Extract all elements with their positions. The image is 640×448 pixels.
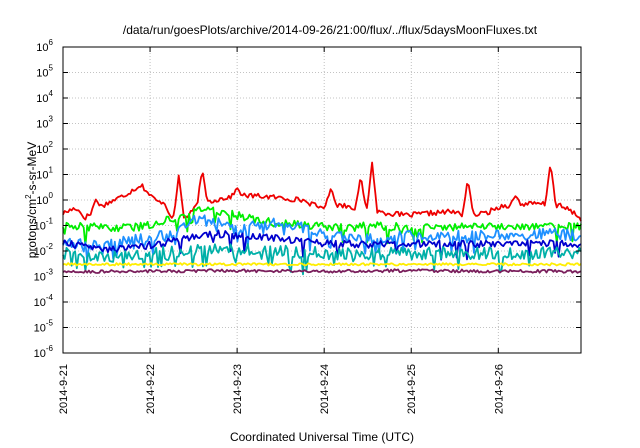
chart-title: /data/run/goesPlots/archive/2014-09-26/2… — [123, 23, 538, 37]
series-line-4 — [62, 229, 582, 261]
y-tick-label: 103 — [36, 115, 53, 131]
series-line-7 — [62, 268, 582, 274]
x-tick-labels: 2014-9-21 2014-9-22 2014-9-23 2014-9-24 2014… — [58, 364, 505, 414]
x-tick-label: 2014-9-24 — [319, 364, 331, 414]
series-line-1 — [62, 161, 582, 222]
series-line-2 — [62, 206, 582, 248]
y-axis-label-base: protons/cm — [25, 199, 39, 258]
x-tick-label: 2014-9-25 — [406, 364, 418, 414]
y-tick-label: 101 — [36, 166, 53, 182]
y-tick-label: 10-5 — [34, 319, 54, 335]
series-line-6 — [62, 262, 582, 267]
y-tick-label: 10-6 — [34, 344, 54, 360]
y-axis-label: protons/cm2-s-sr-MeV — [24, 142, 39, 258]
axis-ticks — [62, 46, 581, 354]
y-tick-label: 10-4 — [34, 293, 54, 309]
y-tick-label: 100 — [36, 191, 53, 207]
x-tick-label: 2014-9-21 — [58, 364, 70, 414]
x-tick-label: 2014-9-26 — [493, 364, 505, 414]
y-tick-label: 102 — [36, 140, 53, 156]
x-tick-label: 2014-9-22 — [145, 364, 157, 414]
y-tick-labels: 10-6 10-5 10-4 10-3 10-2 10-1 100 101 102 103 104 1… — [34, 38, 54, 360]
grid — [63, 47, 581, 353]
y-axis-label-sup: 2 — [24, 194, 33, 199]
y-tick-label: 10-3 — [34, 268, 54, 284]
y-tick-label: 106 — [36, 38, 53, 54]
y-tick-label: 10-1 — [34, 217, 54, 233]
series-group — [62, 161, 582, 276]
x-axis-label: Coordinated Universal Time (UTC) — [230, 430, 414, 444]
series-line-3 — [62, 214, 582, 263]
y-tick-label: 105 — [36, 64, 53, 80]
series-line-5 — [62, 243, 582, 276]
y-axis-label-rest: -s-sr-MeV — [25, 142, 39, 195]
x-tick-label: 2014-9-23 — [232, 364, 244, 414]
y-tick-label: 104 — [36, 89, 53, 105]
y-tick-label: 10-2 — [34, 242, 54, 258]
